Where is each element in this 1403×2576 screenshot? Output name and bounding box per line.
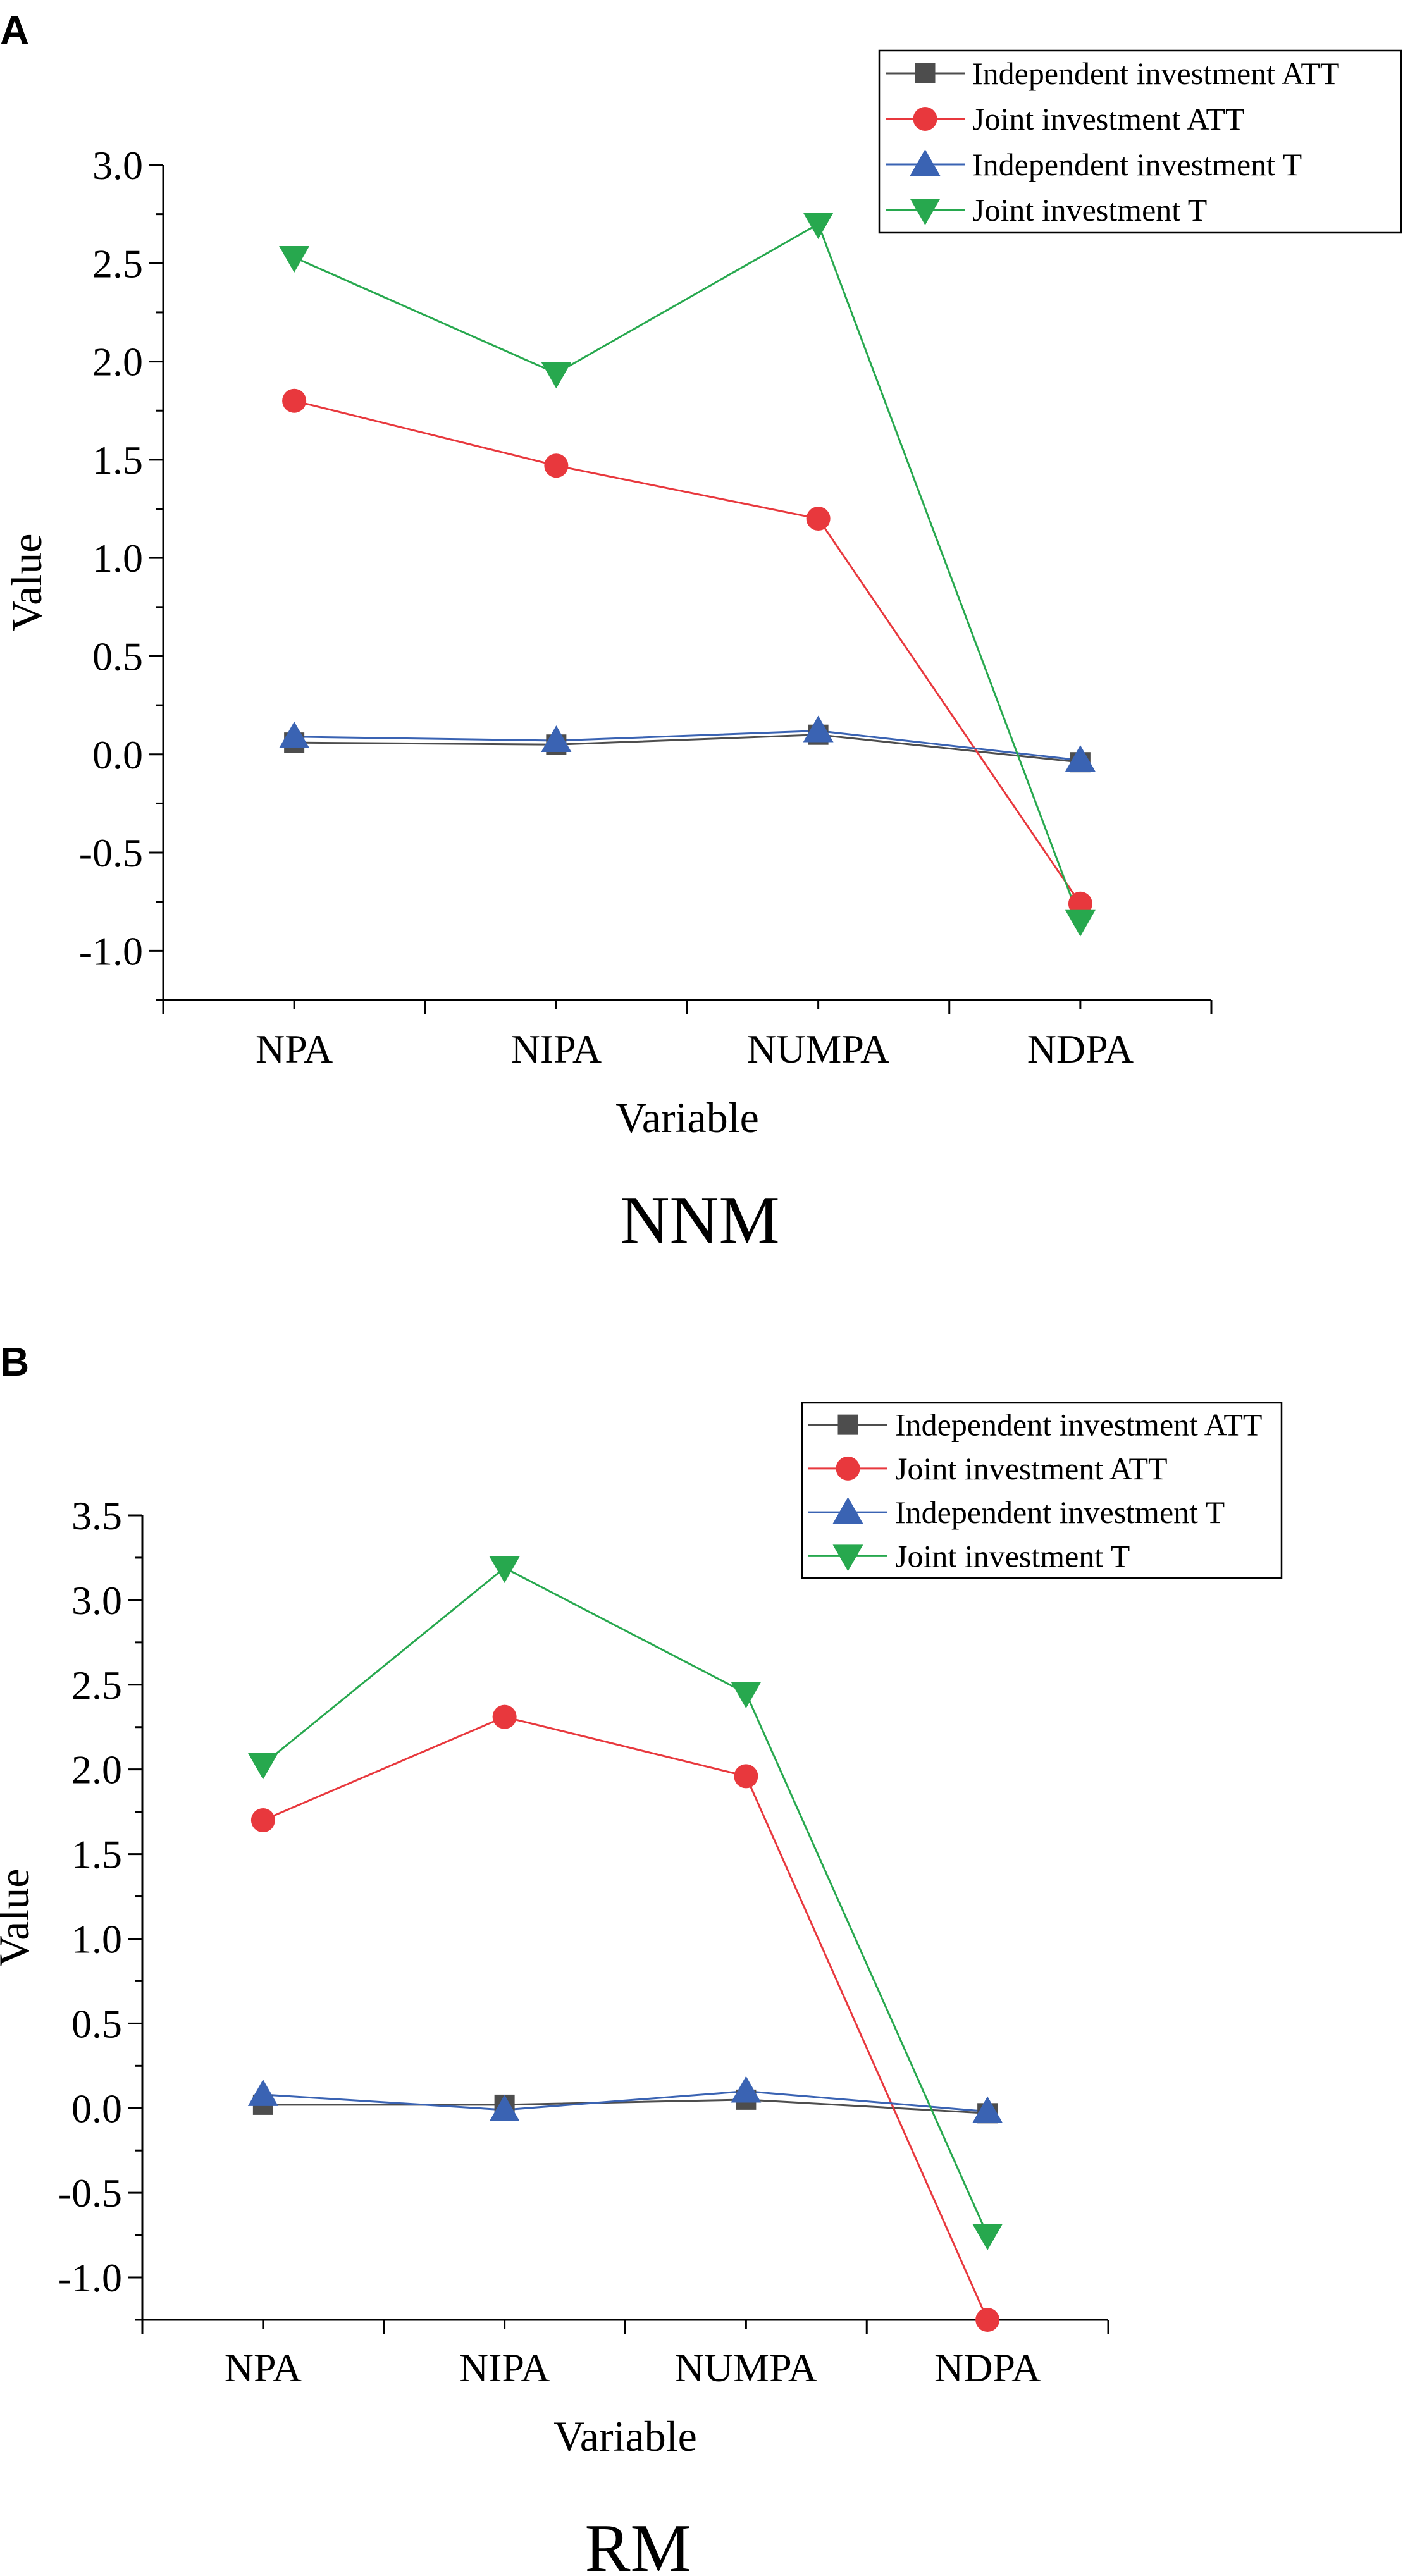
legend-label: Joint investment ATT: [895, 1451, 1168, 1486]
y-tick-label: 0.0: [92, 732, 143, 777]
y-tick-label: 3.0: [71, 1578, 122, 1623]
legend-label: Independent investment ATT: [972, 56, 1339, 91]
y-tick-label: -0.5: [79, 830, 143, 875]
y-tick-label: 2.0: [92, 340, 143, 385]
legend-marker: [915, 63, 936, 83]
legend-box: [878, 49, 1402, 234]
data-point: [806, 507, 831, 531]
x-tick-label: NUMPA: [675, 2345, 817, 2390]
y-tick-label: 2.5: [92, 241, 143, 286]
x-axis-label: Variable: [553, 2412, 697, 2460]
data-point: [731, 1682, 762, 1709]
data-point: [975, 2308, 1000, 2332]
y-axis-label: Value: [0, 1869, 38, 1967]
data-point: [541, 362, 572, 389]
y-tick-label: -1.0: [58, 2255, 122, 2300]
y-tick-label: -1.0: [79, 928, 143, 973]
x-tick-label: NPA: [225, 2345, 302, 2390]
x-tick-label: NUMPA: [747, 1026, 889, 1071]
y-tick-label: 3.5: [71, 1493, 122, 1538]
series-line-2: [294, 400, 1082, 904]
data-point: [803, 213, 834, 240]
data-point: [541, 725, 572, 753]
data-point: [544, 453, 569, 478]
panel-caption: RM: [584, 2511, 691, 2576]
panel-b: B -1.0 -0.5 0.0 0.5 1.0 1.5 2.0 2.5 3.0 3.5 NPA NIPA…: [0, 1339, 1283, 2576]
data-point: [279, 245, 310, 273]
y-tick-label: 1.0: [71, 1916, 122, 1961]
data-point: [734, 1764, 758, 1789]
y-tick-label: 1.0: [92, 536, 143, 581]
series-line-3: [294, 729, 1081, 761]
y-tick-label: 0.5: [92, 634, 143, 679]
legend-label: Independent investment ATT: [895, 1407, 1262, 1443]
data-point: [803, 715, 834, 743]
data-point: [489, 1556, 520, 1584]
data-point: [972, 2224, 1003, 2251]
data-point: [1065, 745, 1096, 772]
legend-label: Joint investment T: [972, 192, 1207, 228]
y-tick-label: -0.5: [58, 2171, 122, 2215]
legend-label: Independent investment T: [895, 1494, 1225, 1530]
legend-marker: [910, 199, 941, 225]
data-point: [1068, 891, 1092, 916]
panel-a: A -1.0 -0.5 0.0 0.5 1.0 1.5 2.0 2.5 3.0 NPA NIPA NUM…: [0, 8, 1402, 1258]
x-tick-label: NDPA: [934, 2345, 1041, 2390]
data-point: [247, 1753, 278, 1780]
data-point: [282, 388, 307, 413]
series-line-1: [263, 2098, 988, 2114]
x-tick-label: NDPA: [1027, 1026, 1134, 1071]
legend-marker: [910, 149, 941, 176]
y-tick-label: 0.5: [71, 2001, 122, 2046]
legend-label: Joint investment ATT: [972, 101, 1245, 137]
legend-box: [801, 1402, 1283, 1579]
x-tick-label: NIPA: [459, 2345, 550, 2390]
legend-marker: [837, 1414, 858, 1435]
series-line-4: [294, 223, 1082, 922]
legend-marker: [913, 107, 937, 131]
legend-marker: [832, 1497, 863, 1524]
panel-letter: A: [0, 8, 29, 53]
y-tick-label: 2.0: [71, 1747, 122, 1792]
panel-letter: B: [0, 1339, 29, 1384]
y-tick-label: 2.5: [71, 1663, 122, 1708]
data-point: [247, 2079, 278, 2106]
x-tick-label: NPA: [256, 1026, 333, 1071]
data-point: [1065, 909, 1096, 937]
series-line-1: [294, 734, 1081, 763]
series-line-4: [262, 1567, 989, 2236]
panel-caption: NNM: [620, 1183, 779, 1258]
x-tick-label: NIPA: [511, 1026, 602, 1071]
y-tick-label: 3.0: [92, 143, 143, 188]
data-point: [972, 2096, 1003, 2123]
x-axis-label: Variable: [615, 1094, 759, 1142]
data-point: [731, 2076, 762, 2103]
data-point: [489, 2094, 520, 2121]
y-axis-label: Value: [3, 534, 51, 632]
legend-marker: [832, 1544, 863, 1572]
y-tick-label: 0.0: [71, 2086, 122, 2131]
data-point: [492, 1704, 517, 1729]
series-line-3: [263, 2090, 988, 2113]
y-tick-label: 1.5: [71, 1832, 122, 1877]
series-line-2: [263, 1716, 989, 2320]
y-tick-label: 1.5: [92, 438, 143, 483]
legend-label: Joint investment T: [895, 1538, 1130, 1574]
legend-marker: [836, 1456, 860, 1481]
data-point: [250, 1808, 275, 1833]
legend-label: Independent investment T: [972, 147, 1302, 182]
data-point: [279, 721, 310, 748]
